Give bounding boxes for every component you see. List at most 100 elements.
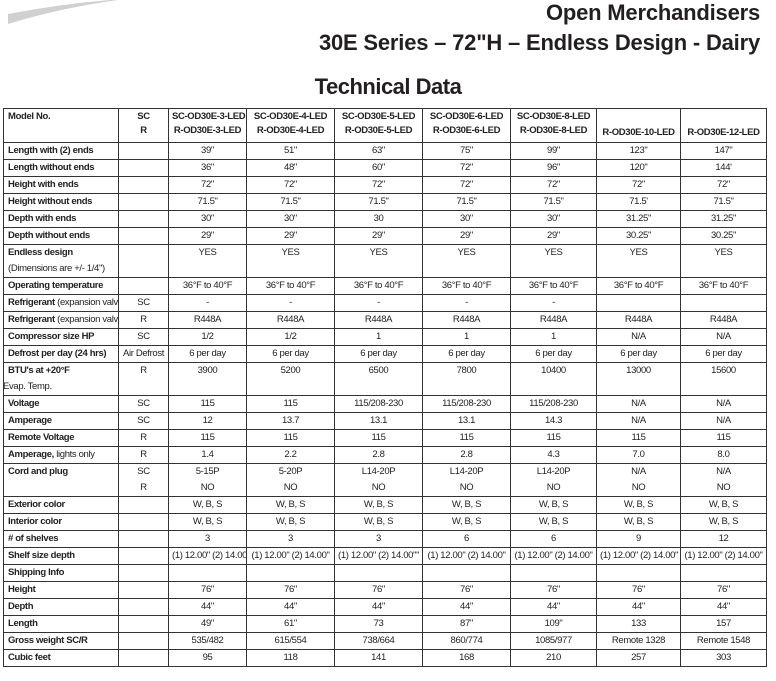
cell-value: 535/482 [191,635,224,646]
model-r: R-OD30E-4-LED [256,125,325,136]
cell-value: 5-15P [195,466,220,477]
cell-value: 115 [283,398,298,409]
table-cell: (1) 12.00" (2) 14.00" [422,547,511,565]
table-cell: 44" [246,598,335,616]
cell-value: (1) 12.00" (2) 14.00" [251,550,330,561]
row-sub [118,227,169,245]
row-label-text: Amperage [8,415,52,426]
row-sub [118,632,169,650]
cell-value: 115 [371,432,386,443]
cell-value: 44" [547,601,560,612]
table-cell [334,564,423,582]
cell-value: 5200 [280,365,301,376]
header-model: R-OD30E-10-LED [596,108,681,143]
cell-value: W, B, S [275,516,306,527]
table-cell: 1 [422,328,511,346]
row-label-text: Voltage [8,398,40,409]
row-label: Length [3,615,119,633]
row-label: Amperage [3,412,119,430]
table-cell: N/A NO [596,463,681,497]
cell-value: 44" [201,601,214,612]
cell-value: 30" [284,213,297,224]
row-label-text: Compressor size HP [8,331,95,342]
table-cell: YES [510,244,597,278]
table-cell: 115 [246,395,335,413]
cell-value: 30.25" [625,230,652,241]
table-cell: 115/208-230 [334,395,423,413]
table-cell: 5200 [246,362,335,396]
cell-value: 49" [201,618,214,629]
table-row: BTU's at +20°F Evap. Temp. R 3900 5200 6500 78… [3,362,767,396]
cell-value: 71.5" [543,196,564,207]
table-cell: - [246,294,335,312]
cell-value: 51" [284,145,297,156]
table-cell: 87" [422,615,511,633]
cell-value: 210 [546,652,561,663]
cell-value: N/A [631,466,646,477]
table-cell: 44" [680,598,767,616]
sub-sc: SC [137,111,150,122]
cell-value: 44" [460,601,473,612]
cell-value: W, B, S [192,499,223,510]
cell-value: 72" [632,179,645,190]
table-cell: 39" [168,142,247,160]
table-cell: 63" [334,142,423,160]
cell-value: 61" [284,618,297,629]
row-label-note: (expansion valve) [57,297,118,308]
cell-value: R448A [709,314,738,325]
table-row: Refrigerant (expansion valve) SC - - - - - [3,294,767,312]
table-cell: 8.0 [680,446,767,464]
row-sub: SC [118,395,169,413]
header-model: SC-OD30E-4-LED R-OD30E-4-LED [246,108,335,143]
cell-value: 6 per day [272,348,309,359]
cell-value: 76" [547,584,560,595]
table-row: Shelf size depth (1) 12.00" (2) 14.00" (1)… [3,547,767,565]
cell-value: 115 [631,432,646,443]
cell-value: W, B, S [538,516,569,527]
cell-value: 257 [631,652,646,663]
cell-value: 115/208-230 [529,398,578,409]
cell-value: 6 per day [189,348,226,359]
table-cell: 133 [596,615,681,633]
model-sc: SC-OD30E-6-LED [429,111,504,122]
table-cell: 36°F to 40°F [246,277,335,295]
row-sub [118,615,169,633]
cell-value: N/A [716,415,731,426]
table-cell: 13000 [596,362,681,396]
cell-value: 13.1 [369,415,388,426]
row-label-text: Cord and plug [8,466,68,477]
model-sc: SC-OD30E-4-LED [253,111,328,122]
cell-value: 72" [460,162,473,173]
row-sub: R [118,311,169,329]
table-row: Operating temperature 36°F to 40°F 36°F to… [3,277,767,295]
table-cell: R448A [596,311,681,329]
table-cell: 36°F to 40°F [422,277,511,295]
table-row: # of shelves 3 3 3 6 6 9 12 [3,530,767,548]
table-cell: L14-20P NO [422,463,511,497]
table-cell: 76" [168,581,247,599]
table-cell: 99" [510,142,597,160]
row-label-text: Endless design [8,247,73,258]
cell-value: 72" [201,179,214,190]
table-cell: 615/554 [246,632,335,650]
cell-value: 6 [551,533,556,544]
cell-value: - [377,297,380,308]
table-row: Height with ends 72" 72" 72" 72" 72" 72" 72" [3,176,767,194]
table-cell: (1) 12.00" (2) 14.00" [246,547,335,565]
cell-value: 738/664 [362,635,395,646]
model-sc: SC-OD30E-5-LED [341,111,416,122]
header-model: R-OD30E-12-LED [680,108,767,143]
cell-value: 3 [376,533,381,544]
table-cell: 72" [510,176,597,194]
cell-value: 1 [551,331,556,342]
table-cell: 115 [422,429,511,447]
cell-value: 12 [718,533,729,544]
row-sub [118,244,169,278]
table-cell: W, B, S [246,496,335,514]
cell-value: L14-20P [536,466,571,477]
cell-value: 168 [459,652,474,663]
cell-value: 157 [716,618,731,629]
table-cell: 76" [334,581,423,599]
table-cell: (1) 12.00" (2) 14.00"" [334,547,423,565]
cell-value: (1) 12.00" (2) 14.00" [600,550,679,561]
